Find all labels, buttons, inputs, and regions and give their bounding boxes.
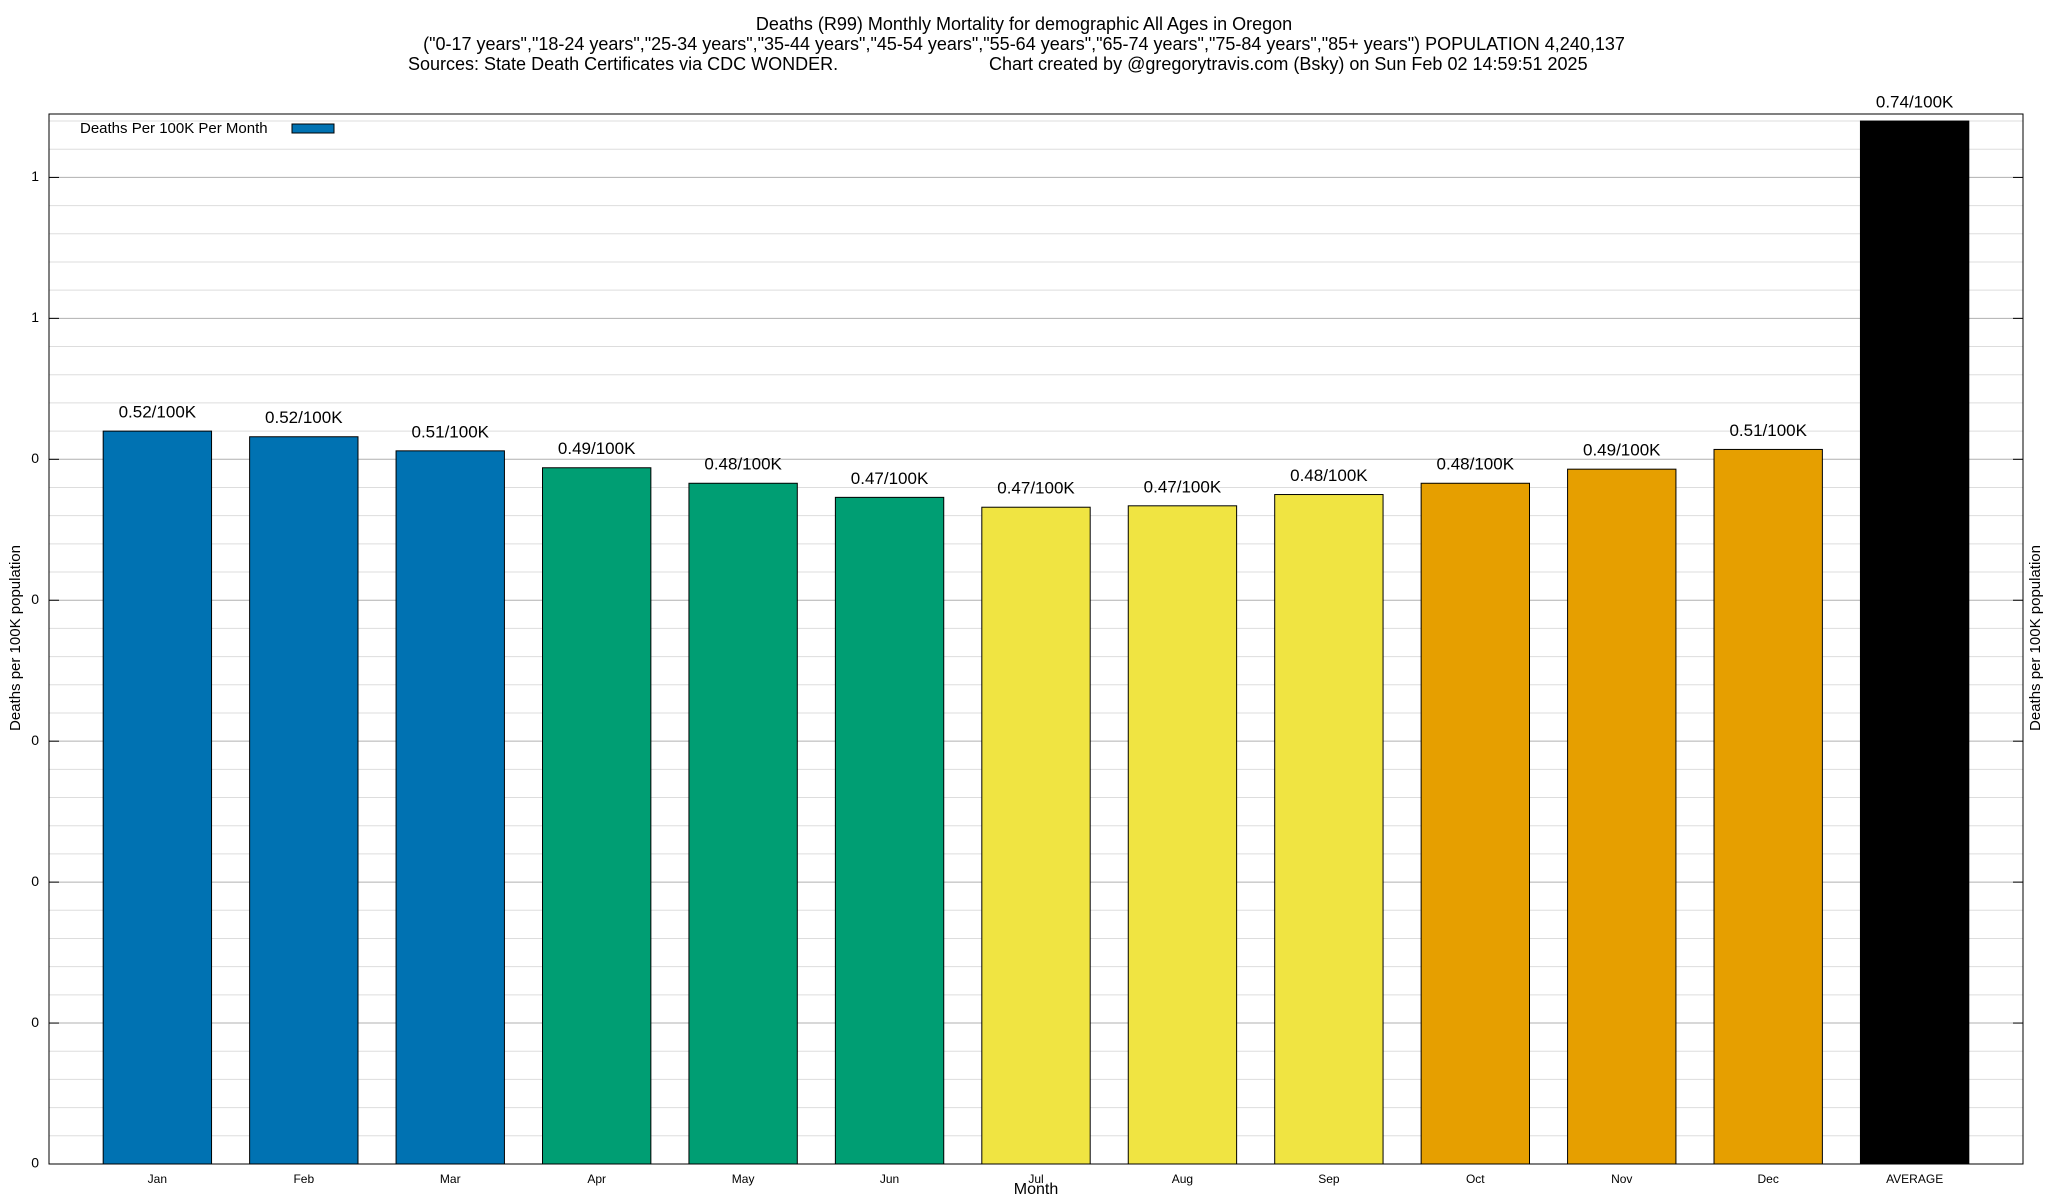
x-tick-label: AVERAGE xyxy=(1886,1172,1943,1186)
value-label: 0.49/100K xyxy=(558,439,636,458)
bar xyxy=(1713,448,1823,1165)
value-label: 0.47/100K xyxy=(851,469,929,488)
x-tick-label: Jan xyxy=(148,1172,167,1186)
y-tick-label: 1 xyxy=(31,168,39,184)
value-label: 0.52/100K xyxy=(119,403,197,422)
bar xyxy=(395,450,505,1165)
source: Sources: State Death Certificates via CD… xyxy=(408,54,838,74)
value-label: 0.52/100K xyxy=(265,408,343,427)
x-tick-label: Aug xyxy=(1172,1172,1193,1186)
chart-subtitle: ("0-17 years","18-24 years","25-34 years… xyxy=(423,34,1625,54)
y-tick-label: 0 xyxy=(31,1155,39,1171)
y-tick-label: 0 xyxy=(31,1014,39,1030)
value-label: 0.47/100K xyxy=(1144,477,1222,496)
legend-label: Deaths Per 100K Per Month xyxy=(80,120,268,137)
y-axis-label: Deaths per 100K population xyxy=(7,545,24,731)
legend-swatch xyxy=(291,123,335,134)
bar xyxy=(1859,120,1970,1165)
value-label: 0.48/100K xyxy=(704,455,782,474)
value-label: 0.48/100K xyxy=(1437,455,1515,474)
y-tick-label: 0 xyxy=(31,591,39,607)
bar xyxy=(1274,494,1384,1165)
x-tick-label: May xyxy=(732,1172,755,1186)
value-label: 0.49/100K xyxy=(1583,441,1661,460)
plot-frame xyxy=(48,113,2024,1165)
x-tick-label: Apr xyxy=(587,1172,606,1186)
credit: Chart created by @gregorytravis.com (Bsk… xyxy=(989,54,1588,74)
bar xyxy=(1420,482,1530,1165)
bar xyxy=(688,482,798,1165)
x-tick-label: Dec xyxy=(1758,1172,1779,1186)
x-axis-label: Month xyxy=(1014,1181,1058,1198)
chart-title: Deaths (R99) Monthly Mortality for demog… xyxy=(756,14,1292,34)
x-tick-label: Jun xyxy=(880,1172,899,1186)
x-tick-label: Nov xyxy=(1611,1172,1632,1186)
value-label: 0.51/100K xyxy=(411,422,489,441)
bar xyxy=(1127,505,1238,1165)
y-tick-label: 0 xyxy=(31,873,39,889)
bar xyxy=(981,506,1091,1165)
value-label: 0.47/100K xyxy=(997,479,1075,498)
x-tick-label: Jul xyxy=(1028,1172,1043,1186)
y-tick-label: 1 xyxy=(31,309,39,325)
bar xyxy=(542,467,652,1165)
y-tick-label: 0 xyxy=(31,732,39,748)
y2-axis-label: Deaths per 100K population xyxy=(2027,545,2044,731)
x-tick-label: Sep xyxy=(1318,1172,1340,1186)
bar xyxy=(102,430,213,1165)
x-tick-label: Oct xyxy=(1466,1172,1485,1186)
value-label: 0.74/100K xyxy=(1876,93,1954,112)
x-tick-label: Mar xyxy=(440,1172,461,1186)
value-label: 0.48/100K xyxy=(1290,466,1368,485)
bar xyxy=(249,436,359,1165)
y-tick-label: 0 xyxy=(31,450,39,466)
bar xyxy=(834,496,945,1165)
bar xyxy=(1567,468,1677,1165)
x-tick-label: Feb xyxy=(293,1172,314,1186)
value-label: 0.51/100K xyxy=(1729,421,1807,440)
